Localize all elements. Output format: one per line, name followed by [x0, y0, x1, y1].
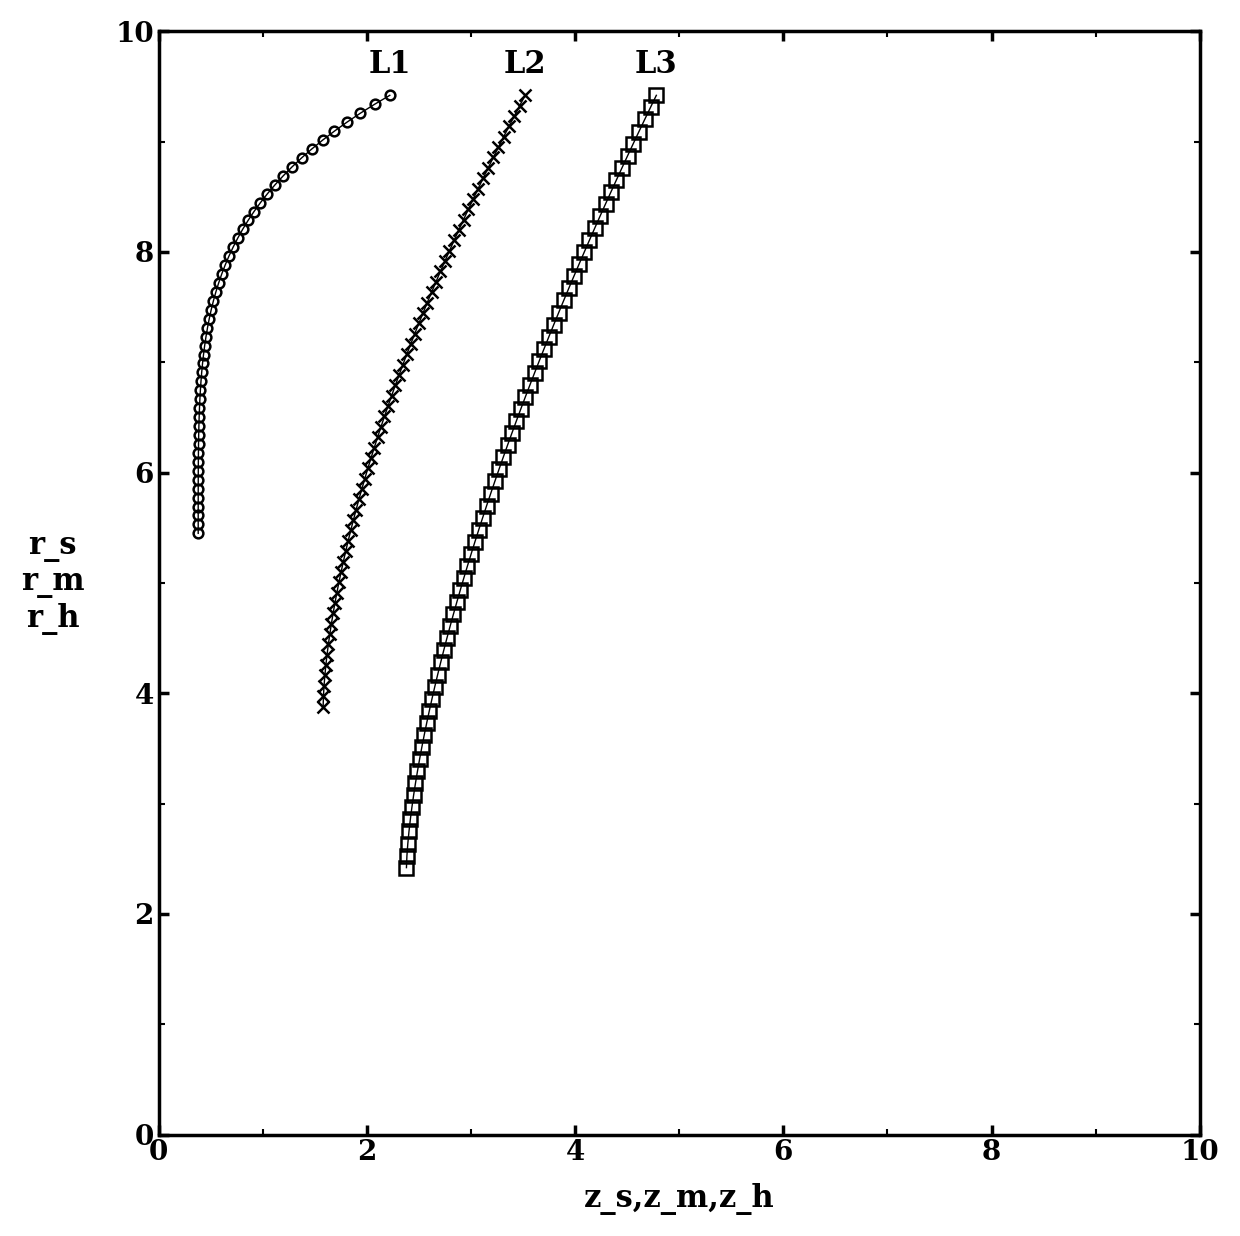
Text: L2: L2 — [503, 49, 547, 80]
X-axis label: z_s,z_m,z_h: z_s,z_m,z_h — [584, 1183, 775, 1215]
Y-axis label: r_s
r_m
r_h: r_s r_m r_h — [21, 530, 84, 635]
Text: L3: L3 — [635, 49, 678, 80]
Text: L1: L1 — [368, 49, 410, 80]
